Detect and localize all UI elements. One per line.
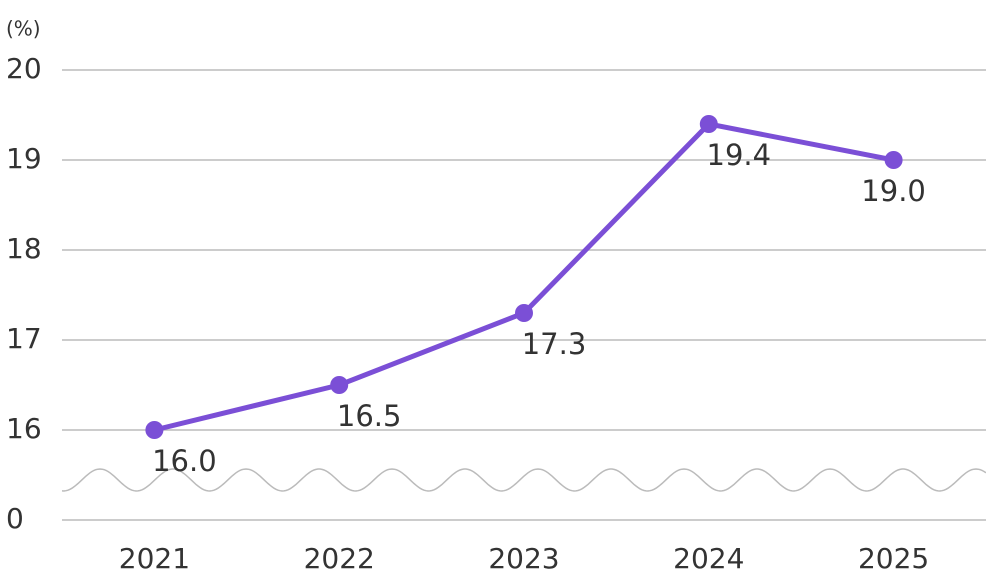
point (145, 421, 164, 439)
value-label: 19.4 (707, 138, 772, 172)
y-tick-label: 19 (6, 142, 42, 175)
x-tick-label: 2021 (119, 542, 190, 574)
y-tick-label: 0 (6, 502, 24, 535)
value-label: 17.3 (522, 327, 587, 361)
x-tick-label: 2025 (858, 542, 929, 574)
point (515, 304, 533, 322)
unit-label: (%) (6, 17, 41, 41)
value-label: 16.5 (337, 399, 402, 433)
y-tick-label: 20 (6, 52, 42, 85)
x-tick-label: 2023 (488, 542, 559, 574)
point (330, 376, 349, 394)
axis-break (61, 468, 986, 492)
y-tick-label: 18 (6, 232, 42, 265)
value-label: 19.0 (861, 174, 926, 208)
value-label: 16.0 (152, 444, 217, 478)
series-line (153, 121, 895, 433)
y-tick-label: 17 (6, 322, 42, 355)
point (884, 151, 903, 169)
point (699, 115, 718, 133)
y-tick-label: 16 (6, 412, 42, 445)
x-tick-label: 2024 (673, 542, 744, 574)
x-tick-label: 2022 (304, 542, 375, 574)
